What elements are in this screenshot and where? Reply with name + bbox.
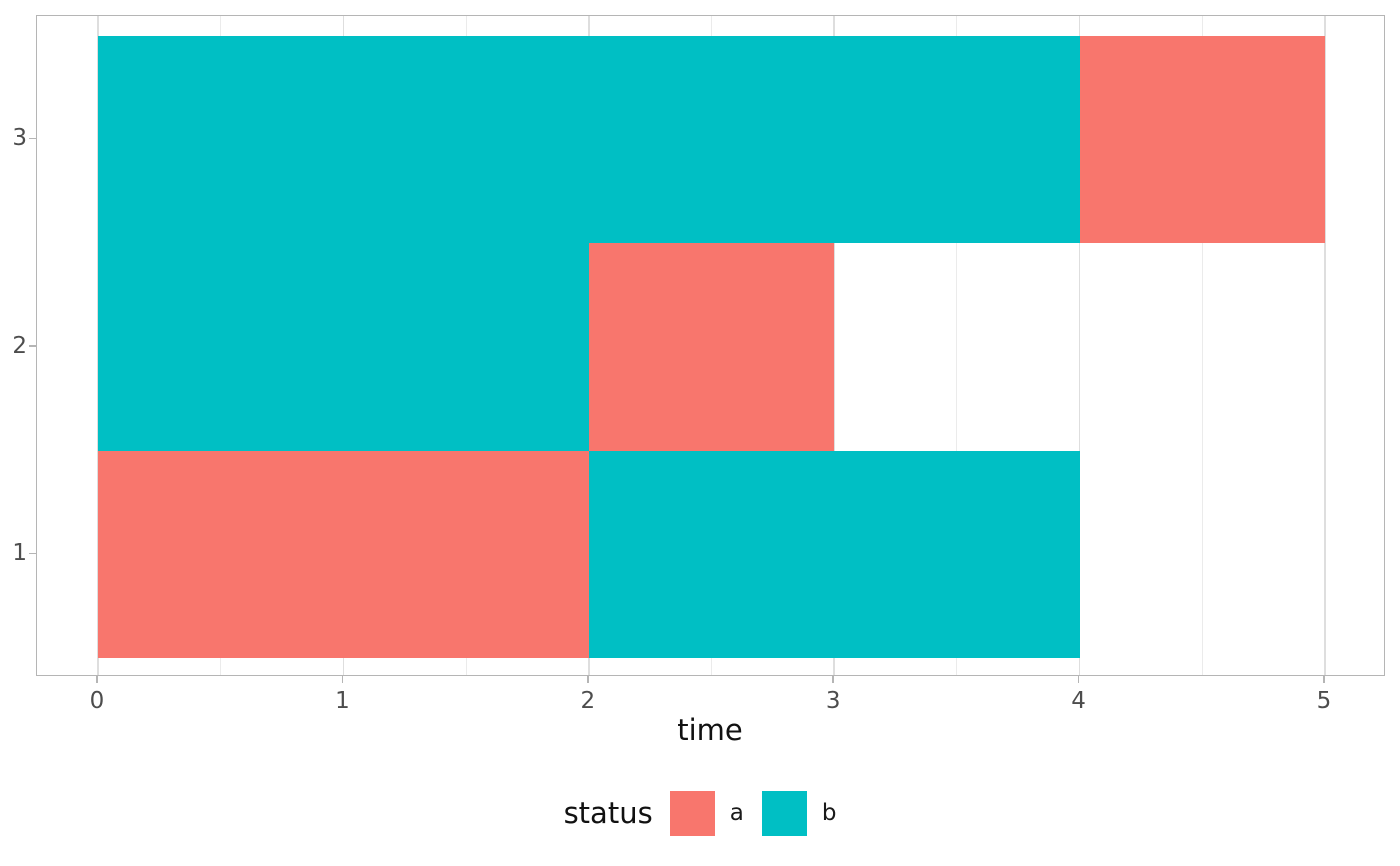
- legend-swatch-a: [669, 790, 715, 836]
- x-tick-label-3: 3: [825, 688, 841, 714]
- bar-row3-status-a: [1079, 36, 1325, 244]
- gridline-major-x-4: [1078, 16, 1081, 675]
- x-tick-label-5: 5: [1316, 688, 1332, 714]
- y-tick-label-3: 3: [12, 125, 27, 152]
- gridline-major-x-3: [833, 16, 835, 675]
- x-tick-label-4: 4: [1071, 688, 1086, 714]
- bar-row2-status-b: [98, 243, 589, 451]
- x-tick-mark-1: [341, 676, 344, 683]
- gridline-minor-x-3.5: [956, 16, 958, 675]
- y-tick-mark-2: [29, 345, 36, 347]
- legend-label-a: a: [729, 799, 744, 826]
- x-tick-mark-0: [96, 676, 98, 683]
- bar-row3-status-b: [98, 36, 1080, 244]
- bar-row1-status-a: [98, 450, 589, 658]
- plot-panel: [36, 15, 1385, 676]
- x-axis-title: time: [677, 713, 743, 747]
- y-tick-mark-1: [29, 552, 36, 555]
- x-tick-mark-4: [1077, 676, 1080, 683]
- legend-item-a: a: [669, 790, 744, 836]
- gridline-major-x-5: [1324, 16, 1326, 675]
- y-tick-mark-3: [29, 137, 36, 140]
- x-tick-mark-2: [587, 676, 589, 683]
- x-tick-label-2: 2: [580, 688, 596, 714]
- bar-row2-status-a: [588, 243, 835, 451]
- gridline-minor-x-4.5: [1201, 16, 1203, 675]
- x-tick-mark-5: [1323, 676, 1325, 683]
- x-tick-label-1: 1: [335, 688, 350, 714]
- bar-row1-status-b: [588, 450, 1080, 658]
- legend-label-b: b: [821, 799, 837, 826]
- x-tick-label-0: 0: [89, 688, 105, 714]
- x-tick-mark-3: [832, 676, 834, 683]
- legend-title: status: [563, 795, 653, 830]
- y-tick-label-2: 2: [12, 332, 27, 359]
- y-tick-label-1: 1: [12, 539, 27, 566]
- legend-item-b: b: [761, 790, 837, 836]
- legend-swatch-b: [761, 790, 807, 836]
